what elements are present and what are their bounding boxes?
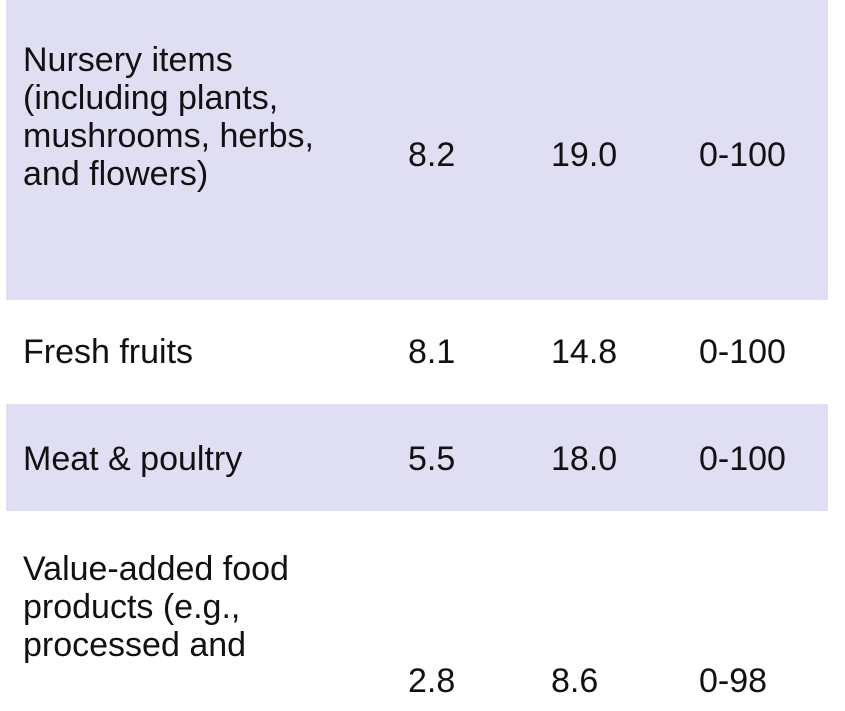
row-value-1: 5.5 — [408, 440, 456, 478]
row-label: Value-added food products (e.g., process… — [23, 550, 289, 664]
table-row: Value-added food products (e.g., process… — [6, 511, 828, 711]
row-label: Fresh fruits — [23, 333, 194, 371]
table-row: Meat & poultry 5.5 18.0 0-100 — [6, 404, 828, 511]
row-value-2: 14.8 — [551, 333, 618, 371]
row-label: Nursery items (including plants, mushroo… — [23, 41, 314, 193]
row-range: 0-100 — [699, 333, 786, 371]
row-value-2: 8.6 — [551, 662, 599, 700]
table-row: Fresh fruits 8.1 14.8 0-100 — [6, 300, 828, 404]
row-range: 0-100 — [699, 136, 786, 174]
row-value-1: 8.1 — [408, 333, 456, 371]
row-value-2: 18.0 — [551, 440, 618, 478]
row-label: Meat & poultry — [23, 440, 243, 478]
row-value-1: 2.8 — [408, 662, 456, 700]
row-value-2: 19.0 — [551, 136, 618, 174]
row-value-1: 8.2 — [408, 136, 456, 174]
table-row: Nursery items (including plants, mushroo… — [6, 0, 828, 300]
row-range: 0-98 — [699, 662, 768, 700]
data-table: Nursery items (including plants, mushroo… — [6, 0, 828, 711]
row-range: 0-100 — [699, 440, 786, 478]
